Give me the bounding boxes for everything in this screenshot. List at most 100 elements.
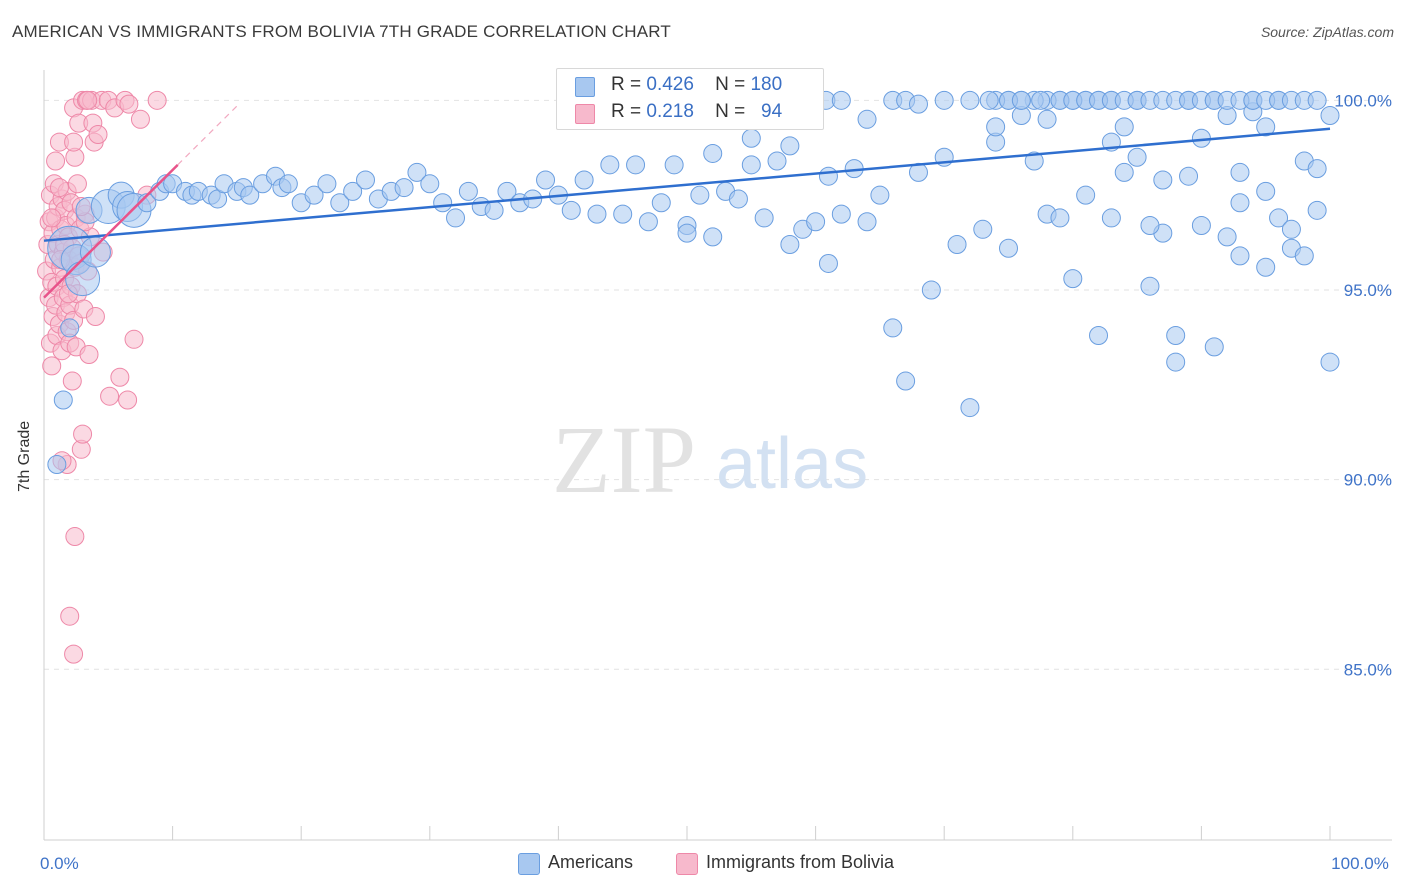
american-point <box>1076 185 1096 205</box>
american-point <box>536 170 556 190</box>
bottom-swatch-americans <box>518 853 540 875</box>
bolivia-point <box>119 94 139 114</box>
american-point <box>65 261 101 297</box>
american-point <box>960 90 980 110</box>
bolivia-point <box>110 367 130 387</box>
american-point <box>754 208 774 228</box>
bolivia-point <box>64 132 84 152</box>
bolivia-point <box>100 386 120 406</box>
american-point <box>1024 151 1044 171</box>
grid-layer <box>44 99 1392 670</box>
american-point <box>741 155 761 175</box>
american-point <box>780 136 800 156</box>
american-point <box>561 200 581 220</box>
american-point <box>780 234 800 254</box>
american-point <box>613 204 633 224</box>
legend-n-value-bolivia: 94 <box>761 101 783 122</box>
american-point <box>1269 208 1289 228</box>
american-point <box>1089 326 1109 346</box>
y-tick-label: 85.0% <box>1344 660 1392 679</box>
bottom-legend-bolivia-label: Immigrants from Bolivia <box>706 852 895 872</box>
bolivia-point <box>88 124 108 144</box>
american-point <box>1166 326 1186 346</box>
legend-n-label: N = <box>715 74 746 95</box>
american-point <box>1140 216 1160 236</box>
american-point <box>587 204 607 224</box>
bolivia-point <box>42 208 62 228</box>
bolivia-point <box>124 329 144 349</box>
american-point <box>240 185 260 205</box>
american-point <box>1153 170 1173 190</box>
american-point <box>356 170 375 190</box>
american-point <box>1230 162 1250 182</box>
american-point <box>79 236 111 268</box>
american-point <box>1230 193 1250 213</box>
american-point <box>626 155 646 175</box>
american-point <box>767 151 787 171</box>
american-point <box>1307 200 1327 220</box>
american-point <box>1191 216 1211 236</box>
bolivia-trend-extension <box>177 105 238 166</box>
legend-n-value-americans: 180 <box>750 74 783 95</box>
american-point <box>1127 147 1147 167</box>
american-point <box>1179 166 1199 186</box>
trend-layer <box>43 105 1331 299</box>
american-point <box>831 204 851 224</box>
american-point <box>317 174 337 194</box>
american-point <box>343 181 363 201</box>
legend-r-label: R = <box>611 101 642 122</box>
american-point <box>1204 337 1224 357</box>
american-point <box>677 223 697 243</box>
y-tick-label: 95.0% <box>1344 281 1392 300</box>
axis-layer <box>43 70 1392 841</box>
american-point <box>484 200 504 220</box>
american-point <box>458 181 478 201</box>
american-point <box>1256 257 1276 277</box>
source-label: Source: ZipAtlas.com <box>1260 24 1394 40</box>
legend-swatch-bolivia <box>575 104 595 124</box>
american-point <box>407 162 427 182</box>
american-point <box>446 208 466 228</box>
bolivia-points <box>37 90 167 664</box>
american-point <box>986 117 1006 137</box>
bolivia-point <box>85 307 105 327</box>
legend-r-value-americans: 0.426 <box>646 74 694 95</box>
legend-r-value-bolivia: 0.218 <box>646 101 694 122</box>
american-point <box>703 227 723 247</box>
american-point <box>1217 227 1237 247</box>
americans-points <box>47 90 1340 474</box>
watermark-zip: ZIP <box>552 406 696 513</box>
american-point <box>1307 90 1327 110</box>
american-point <box>651 193 671 213</box>
american-point <box>741 128 761 148</box>
legend-n-label: N = <box>715 101 746 122</box>
legend-swatch-americans <box>575 77 595 97</box>
bolivia-point <box>62 371 82 391</box>
american-point <box>1166 352 1186 372</box>
american-point <box>304 185 324 205</box>
y-tick-label: 90.0% <box>1344 471 1392 490</box>
bolivia-point <box>130 109 150 129</box>
american-point <box>806 212 826 232</box>
stats-legend: R = 0.426 N = 180 R = 0.218 N = 94 <box>556 68 824 130</box>
x-tick-label: 0.0% <box>40 854 79 873</box>
american-point <box>703 143 723 163</box>
american-point <box>999 238 1018 258</box>
american-point <box>330 193 350 213</box>
watermark-atlas: atlas <box>716 424 868 504</box>
american-point <box>1114 117 1134 137</box>
bolivia-point <box>73 424 93 444</box>
bolivia-point <box>42 356 62 376</box>
american-point <box>1320 352 1340 372</box>
american-point <box>921 280 941 300</box>
americans-trend-line <box>43 127 1331 242</box>
american-point <box>1307 159 1327 179</box>
american-point <box>979 90 999 110</box>
american-point <box>857 109 877 129</box>
american-point <box>883 318 903 338</box>
bolivia-trend-line <box>43 163 179 299</box>
bolivia-point <box>147 90 167 110</box>
american-point <box>818 253 838 273</box>
american-point <box>1101 208 1121 228</box>
american-point <box>1037 109 1057 129</box>
